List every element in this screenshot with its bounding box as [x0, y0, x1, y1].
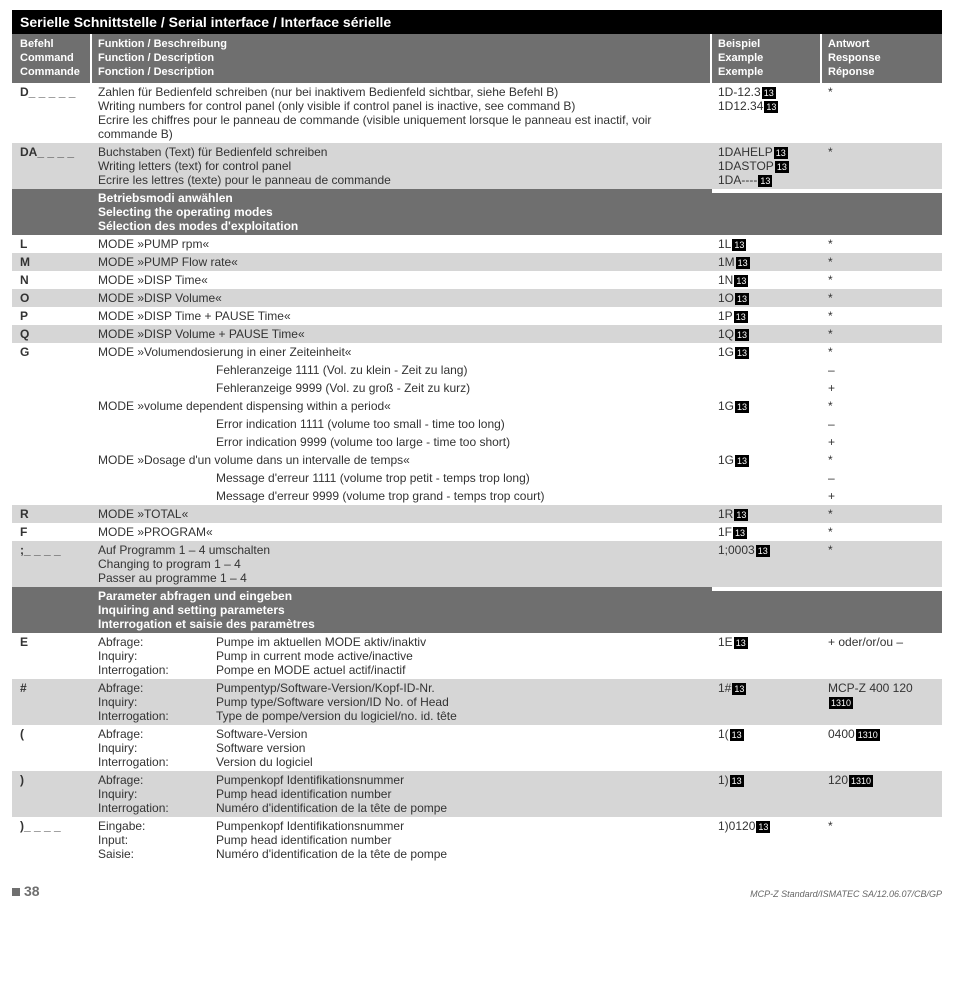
header-ex: BeispielExampleExemple	[712, 34, 822, 83]
table-body: D_ _ _ _ _Zahlen für Bedienfeld schreibe…	[12, 83, 942, 863]
table-row: Error indication 1111 (volume too small …	[12, 415, 942, 433]
table-row: MODE »Dosage d'un volume dans un interva…	[12, 451, 942, 469]
table-row: Fehleranzeige 1111 (Vol. zu klein - Zeit…	[12, 361, 942, 379]
table-row: RMODE »TOTAL«1R13*	[12, 505, 942, 523]
header-cmd: BefehlCommandCommande	[12, 34, 92, 83]
table-row: DA_ _ _ _Buchstaben (Text) für Bedienfel…	[12, 143, 942, 189]
table-header: BefehlCommandCommande Funktion / Beschre…	[12, 34, 942, 83]
table-row: (Abfrage:Software-VersionInquiry:Softwar…	[12, 725, 942, 771]
table-row: ;_ _ _ _Auf Programm 1 – 4 umschaltenCha…	[12, 541, 942, 587]
doc-id: MCP-Z Standard/ISMATEC SA/12.06.07/CB/GP	[750, 889, 942, 899]
table-row: LMODE »PUMP rpm«1L13*	[12, 235, 942, 253]
table-row: Error indication 9999 (volume too large …	[12, 433, 942, 451]
table-row: Fehleranzeige 9999 (Vol. zu groß - Zeit …	[12, 379, 942, 397]
section-header-row: Betriebsmodi anwählenSelecting the opera…	[12, 189, 942, 235]
table-row: MODE »volume dependent dispensing within…	[12, 397, 942, 415]
table-row: Message d'erreur 1111 (volume trop petit…	[12, 469, 942, 487]
table-row: QMODE »DISP Volume + PAUSE Time«1Q13*	[12, 325, 942, 343]
table-row: #Abfrage:Pumpentyp/Software-Version/Kopf…	[12, 679, 942, 725]
table-row: Message d'erreur 9999 (volume trop grand…	[12, 487, 942, 505]
table-row: FMODE »PROGRAM«1F13*	[12, 523, 942, 541]
table-row: EAbfrage:Pumpe im aktuellen MODE aktiv/i…	[12, 633, 942, 679]
section-header-row: Parameter abfragen und eingebenInquiring…	[12, 587, 942, 633]
table-row: PMODE »DISP Time + PAUSE Time«1P13*	[12, 307, 942, 325]
table-row: MMODE »PUMP Flow rate«1M13*	[12, 253, 942, 271]
page-footer: 38 MCP-Z Standard/ISMATEC SA/12.06.07/CB…	[12, 883, 942, 899]
header-func: Funktion / BeschreibungFunction / Descri…	[92, 34, 712, 83]
table-row: D_ _ _ _ _Zahlen für Bedienfeld schreibe…	[12, 83, 942, 143]
table-row: NMODE »DISP Time«1N13*	[12, 271, 942, 289]
header-resp: AntwortResponseRéponse	[822, 34, 942, 83]
section-title: Serielle Schnittstelle / Serial interfac…	[12, 10, 942, 34]
table-row: OMODE »DISP Volume«1O13*	[12, 289, 942, 307]
table-row: )_ _ _ _Eingabe:Pumpenkopf Identifikatio…	[12, 817, 942, 863]
table-row: GMODE »Volumendosierung in einer Zeitein…	[12, 343, 942, 361]
table-row: )Abfrage:Pumpenkopf Identifikationsnumme…	[12, 771, 942, 817]
page-number: 38	[12, 883, 40, 899]
